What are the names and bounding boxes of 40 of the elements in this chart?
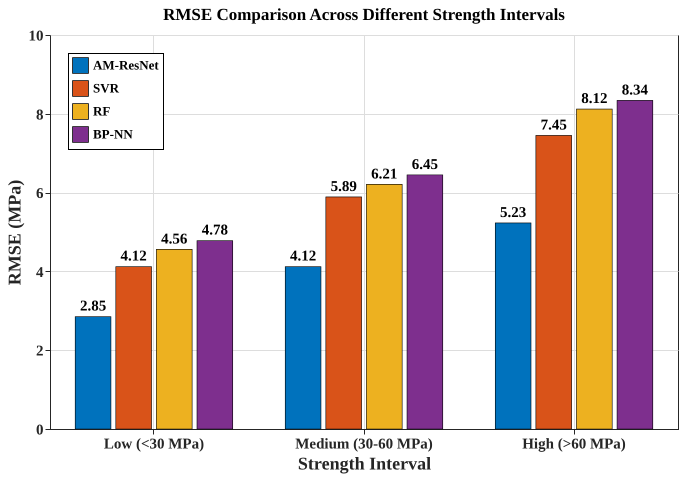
data-label: 6.21 — [371, 166, 398, 182]
data-label: 5.23 — [500, 204, 526, 221]
data-label: 4.56 — [161, 231, 188, 248]
bar — [406, 174, 444, 430]
x-axis-title: Strength Interval — [298, 454, 432, 474]
data-label: 2.85 — [80, 298, 106, 315]
bar — [116, 266, 152, 430]
data-label: 4.12 — [290, 248, 316, 265]
bar — [576, 108, 612, 430]
bar — [494, 222, 532, 430]
data-label: 5.89 — [330, 178, 357, 195]
bar — [74, 316, 112, 430]
data-label: 4.78 — [202, 222, 228, 239]
data-label: 6.45 — [412, 156, 438, 173]
bar — [616, 100, 654, 430]
bar — [196, 240, 234, 430]
data-label: 4.12 — [120, 248, 147, 265]
x-tick-label: Medium (30-60 MPa) — [295, 436, 433, 452]
y-tick-label: 10 — [28, 28, 44, 44]
bar — [284, 266, 322, 430]
bar — [326, 196, 362, 430]
x-tick-label: High (>60 MPa) — [522, 436, 626, 452]
bar — [366, 184, 402, 430]
bar — [536, 135, 572, 430]
chart-title: RMSE Comparison Across Different Strength Intervals — [163, 5, 566, 24]
data-label: 8.12 — [581, 91, 608, 108]
data-label: 7.45 — [540, 117, 567, 134]
y-tick-label: 0 — [36, 422, 44, 438]
y-tick-label: 4 — [36, 264, 44, 281]
y-tick-label: 8 — [36, 107, 44, 124]
x-tick-label: Low (<30 MPa) — [104, 436, 204, 452]
bar — [156, 249, 192, 430]
y-tick-label: 2 — [36, 344, 44, 360]
y-axis-title: RMSE (MPa) — [4, 180, 24, 286]
legend-label: AM-ResNet — [93, 58, 160, 72]
legend-label: RF — [93, 104, 110, 118]
legend-label: SVR — [93, 80, 120, 96]
legend-label: BP-NN — [93, 126, 134, 142]
data-label: 8.34 — [622, 82, 649, 98]
y-tick-label: 6 — [36, 186, 44, 202]
